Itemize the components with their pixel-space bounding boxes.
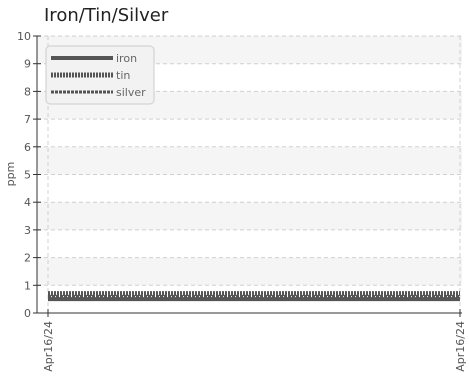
legend-label-iron[interactable]: iron <box>116 52 137 65</box>
series-lines <box>48 291 460 302</box>
y-tick-label: 6 <box>24 141 31 154</box>
y-tick-label: 0 <box>24 307 31 320</box>
legend-label-silver[interactable]: silver <box>116 86 146 99</box>
y-ticks: 0 1 2 3 4 5 6 7 8 9 10 <box>17 30 41 320</box>
legend[interactable]: iron tin silver <box>45 45 155 105</box>
grid-band <box>37 146 462 175</box>
y-tick-label: 1 <box>24 279 31 292</box>
y-tick-label: 10 <box>17 30 31 43</box>
grid-band <box>37 202 462 230</box>
chart-title: Iron/Tin/Silver <box>44 5 169 26</box>
x-ticks: Apr16/24 Apr16/24 <box>42 309 467 372</box>
y-tick-label: 8 <box>24 85 31 98</box>
y-tick-label: 4 <box>24 196 31 209</box>
y-tick-label: 9 <box>24 58 31 71</box>
y-axis-label: ppm <box>4 162 17 187</box>
y-tick-label: 3 <box>24 224 31 237</box>
grid-bands <box>37 36 462 286</box>
y-tick-label: 7 <box>24 113 31 126</box>
x-tick-label: Apr16/24 <box>454 321 467 372</box>
legend-label-tin[interactable]: tin <box>116 69 130 82</box>
y-tick-label: 5 <box>24 169 31 182</box>
grid-band <box>37 257 462 286</box>
x-tick-label: Apr16/24 <box>42 321 55 372</box>
y-tick-label: 2 <box>24 252 31 265</box>
